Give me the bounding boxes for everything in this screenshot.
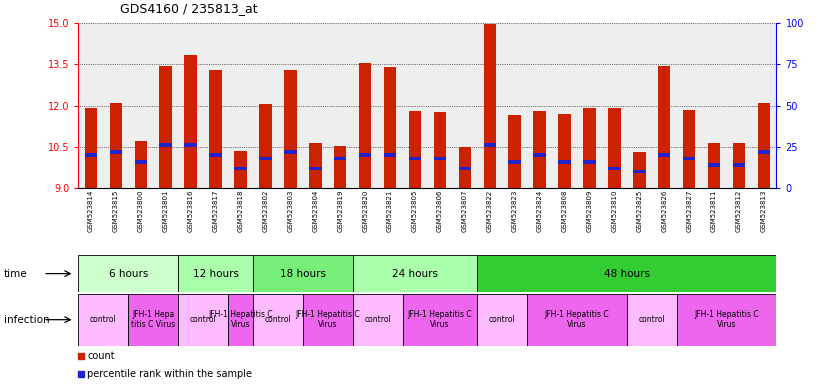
Bar (757, 150, 770, 154)
Bar (303, 294, 353, 346)
Text: JFH-1 Hepatitis C
Virus: JFH-1 Hepatitis C Virus (544, 310, 610, 329)
Bar (184, 55, 197, 188)
Text: percentile rank within the sample: percentile rank within the sample (88, 369, 252, 379)
Bar (633, 170, 646, 174)
Bar (402, 294, 477, 346)
Bar (583, 160, 596, 164)
Bar (284, 70, 297, 188)
Bar (334, 146, 346, 188)
Text: 6 hours: 6 hours (109, 268, 148, 279)
Bar (627, 294, 676, 346)
Bar (483, 144, 496, 147)
Bar (334, 157, 346, 160)
Bar (353, 294, 402, 346)
Text: JFH-1 Hepatitis C
Virus: JFH-1 Hepatitis C Virus (208, 310, 273, 329)
Text: infection: infection (4, 314, 50, 325)
Text: JFH-1 Hepatitis C
Virus: JFH-1 Hepatitis C Virus (695, 310, 759, 329)
Bar (253, 294, 303, 346)
Bar (708, 163, 720, 167)
Text: JFH-1 Hepa
titis C Virus: JFH-1 Hepa titis C Virus (131, 310, 175, 329)
Bar (733, 163, 745, 167)
Text: control: control (638, 315, 665, 324)
Bar (259, 104, 272, 188)
Text: count: count (88, 351, 115, 361)
Text: control: control (190, 315, 216, 324)
Bar (608, 108, 620, 188)
Bar (284, 150, 297, 154)
Bar (184, 144, 197, 147)
Bar (434, 113, 446, 188)
Bar (558, 114, 571, 188)
Bar (458, 147, 471, 188)
Bar (757, 103, 770, 188)
Bar (178, 255, 253, 292)
Text: GDS4160 / 235813_at: GDS4160 / 235813_at (120, 2, 258, 15)
Bar (583, 108, 596, 188)
Text: 18 hours: 18 hours (280, 268, 325, 279)
Bar (235, 167, 247, 170)
Bar (135, 141, 147, 188)
Bar (309, 143, 321, 188)
Text: JFH-1 Hepatitis C
Virus: JFH-1 Hepatitis C Virus (296, 310, 360, 329)
Bar (178, 294, 228, 346)
Bar (135, 160, 147, 164)
Bar (608, 167, 620, 170)
Text: control: control (364, 315, 391, 324)
Bar (708, 143, 720, 188)
Bar (359, 63, 372, 188)
Bar (309, 167, 321, 170)
Bar (209, 70, 222, 188)
Bar (658, 66, 671, 188)
Bar (509, 160, 521, 164)
Bar (78, 255, 178, 292)
Text: control: control (489, 315, 515, 324)
Bar (85, 153, 97, 157)
Bar (253, 255, 353, 292)
Text: 12 hours: 12 hours (192, 268, 239, 279)
Text: control: control (264, 315, 292, 324)
Bar (128, 294, 178, 346)
Bar (534, 111, 546, 188)
Bar (434, 157, 446, 160)
Bar (110, 150, 122, 154)
Bar (683, 157, 695, 160)
Text: 48 hours: 48 hours (604, 268, 650, 279)
Text: time: time (4, 268, 28, 279)
Bar (409, 157, 421, 160)
Bar (384, 153, 396, 157)
Bar (534, 153, 546, 157)
Bar (683, 110, 695, 188)
Bar (235, 151, 247, 188)
Text: JFH-1 Hepatitis C
Virus: JFH-1 Hepatitis C Virus (407, 310, 472, 329)
Bar (353, 255, 477, 292)
Bar (676, 294, 776, 346)
Text: 24 hours: 24 hours (392, 268, 438, 279)
Bar (477, 255, 776, 292)
Bar (409, 111, 421, 188)
Bar (477, 294, 527, 346)
Text: control: control (90, 315, 116, 324)
Bar (78, 294, 128, 346)
Bar (159, 144, 172, 147)
Bar (558, 160, 571, 164)
Bar (228, 294, 253, 346)
Bar (384, 67, 396, 188)
Bar (483, 25, 496, 188)
Bar (159, 66, 172, 188)
Bar (110, 103, 122, 188)
Bar (633, 152, 646, 188)
Bar (509, 115, 521, 188)
Bar (658, 153, 671, 157)
Bar (527, 294, 627, 346)
Bar (209, 153, 222, 157)
Bar (359, 153, 372, 157)
Bar (259, 157, 272, 160)
Bar (85, 108, 97, 188)
Bar (733, 143, 745, 188)
Bar (458, 167, 471, 170)
